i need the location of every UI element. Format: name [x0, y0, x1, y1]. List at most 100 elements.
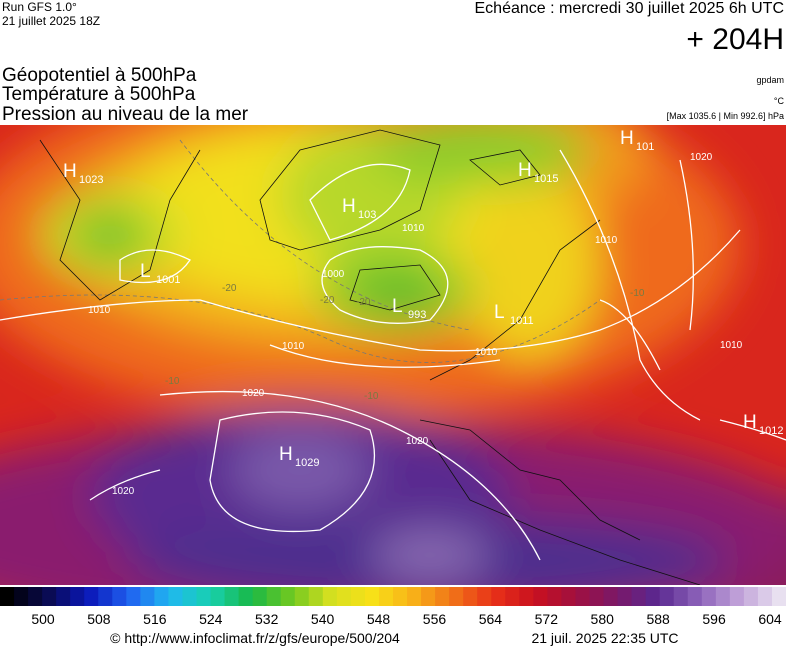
colorbar-label: 532: [255, 611, 279, 627]
color-swatch: [715, 587, 731, 606]
color-swatch: [575, 587, 590, 606]
isobar-label: 1020: [242, 388, 265, 399]
colorbar-label: 596: [702, 611, 726, 627]
center-pressure: 103: [358, 209, 376, 221]
center-pressure: 993: [408, 309, 426, 321]
color-swatch: [533, 587, 548, 606]
lead-time: + 204H: [686, 23, 784, 56]
isobar-label: 1000: [322, 269, 345, 280]
center-pressure: 1029: [295, 457, 319, 469]
colorbar-label: 604: [758, 611, 782, 627]
color-swatch: [350, 587, 366, 606]
color-swatch: [196, 587, 212, 606]
color-swatch: [168, 587, 183, 606]
color-swatch: [687, 587, 703, 606]
color-swatch: [182, 587, 197, 606]
color-swatch: [210, 587, 226, 606]
color-swatch: [28, 587, 43, 606]
temperature-label: -10: [165, 376, 180, 387]
colorbar: 500 508 516 524 532 540 548 556 564 572 580 588 596 6…: [0, 587, 786, 627]
center-type: H: [518, 160, 532, 181]
center-type: L: [392, 296, 403, 317]
color-swatch: [519, 587, 534, 606]
color-swatch: [729, 587, 745, 606]
color-swatch: [126, 587, 141, 606]
color-swatch: [421, 587, 436, 606]
isobar-label: 1010: [595, 235, 618, 246]
center-pressure: 1011: [510, 315, 534, 327]
isobar-label: 1010: [720, 340, 743, 351]
color-swatch: [98, 587, 113, 606]
field-name: Température à 500hPa: [2, 84, 196, 105]
center-pressure: 1023: [79, 174, 103, 186]
color-swatch: [505, 587, 520, 606]
center-pressure: 101: [636, 141, 654, 153]
isobar-label: 1010: [282, 341, 305, 352]
color-swatch: [701, 587, 717, 606]
center-type: H: [342, 196, 356, 217]
color-swatch: [364, 587, 380, 606]
color-swatch: [154, 587, 169, 606]
colorbar-label: 572: [535, 611, 559, 627]
color-swatch: [336, 587, 352, 606]
color-swatch: [477, 587, 492, 606]
color-swatch: [252, 587, 268, 606]
color-swatch: [449, 587, 464, 606]
source-url: © http://www.infoclimat.fr/z/gfs/europe/…: [110, 630, 400, 646]
center-pressure: 1015: [534, 173, 558, 185]
temperature-label: -10: [364, 391, 379, 402]
isobar-label: 1020: [406, 436, 429, 447]
color-swatch: [603, 587, 619, 606]
center-type: L: [140, 261, 151, 282]
color-swatch: [224, 587, 240, 606]
isobar-label: 1020: [690, 152, 713, 163]
colorbar-label: 516: [143, 611, 167, 627]
unit: °C: [774, 96, 785, 106]
color-swatch: [393, 587, 408, 606]
color-swatch: [70, 587, 85, 606]
field-name: Géopotentiel à 500hPa: [2, 65, 197, 86]
temperature-label: -20: [356, 297, 371, 308]
colorbar-label: 508: [87, 611, 111, 627]
center-pressure: 1012: [759, 425, 783, 437]
run-date: 21 juillet 2025 18Z: [2, 14, 100, 28]
pressure-range: [Max 1035.6 | Min 992.6] hPa: [667, 111, 784, 121]
color-swatch: [238, 587, 254, 606]
color-swatch: [617, 587, 633, 606]
timestamp: 21 juil. 2025 22:35 UTC: [531, 630, 678, 646]
color-swatch: [322, 587, 338, 606]
color-swatch: [280, 587, 296, 606]
color-swatch: [491, 587, 506, 606]
color-swatch: [308, 587, 324, 606]
color-swatch: [140, 587, 155, 606]
color-swatch: [463, 587, 478, 606]
color-swatch: [659, 587, 675, 606]
center-type: H: [63, 161, 77, 182]
colorbar-label: 556: [423, 611, 447, 627]
colorbar-label: 524: [199, 611, 223, 627]
isobar-label: 1010: [88, 305, 111, 316]
color-swatch: [547, 587, 562, 606]
unit: gpdam: [756, 75, 784, 85]
colorbar-label: 500: [31, 611, 55, 627]
color-swatch: [407, 587, 422, 606]
colorbar-label: 580: [591, 611, 615, 627]
temperature-label: -20: [222, 283, 237, 294]
colorbar-label: 548: [367, 611, 391, 627]
color-swatch: [14, 587, 29, 606]
run-label: Run GFS 1.0°: [2, 0, 77, 14]
center-type: H: [279, 444, 293, 465]
color-swatch: [757, 587, 773, 606]
color-swatch: [112, 587, 127, 606]
color-swatch: [294, 587, 310, 606]
color-swatch: [42, 587, 57, 606]
color-swatch: [589, 587, 605, 606]
colorbar-label: 564: [479, 611, 503, 627]
isobar-label: 1010: [402, 223, 425, 234]
color-swatch: [84, 587, 99, 606]
isobar-label: 1010: [475, 347, 498, 358]
color-swatch: [631, 587, 647, 606]
color-swatch: [771, 587, 786, 606]
